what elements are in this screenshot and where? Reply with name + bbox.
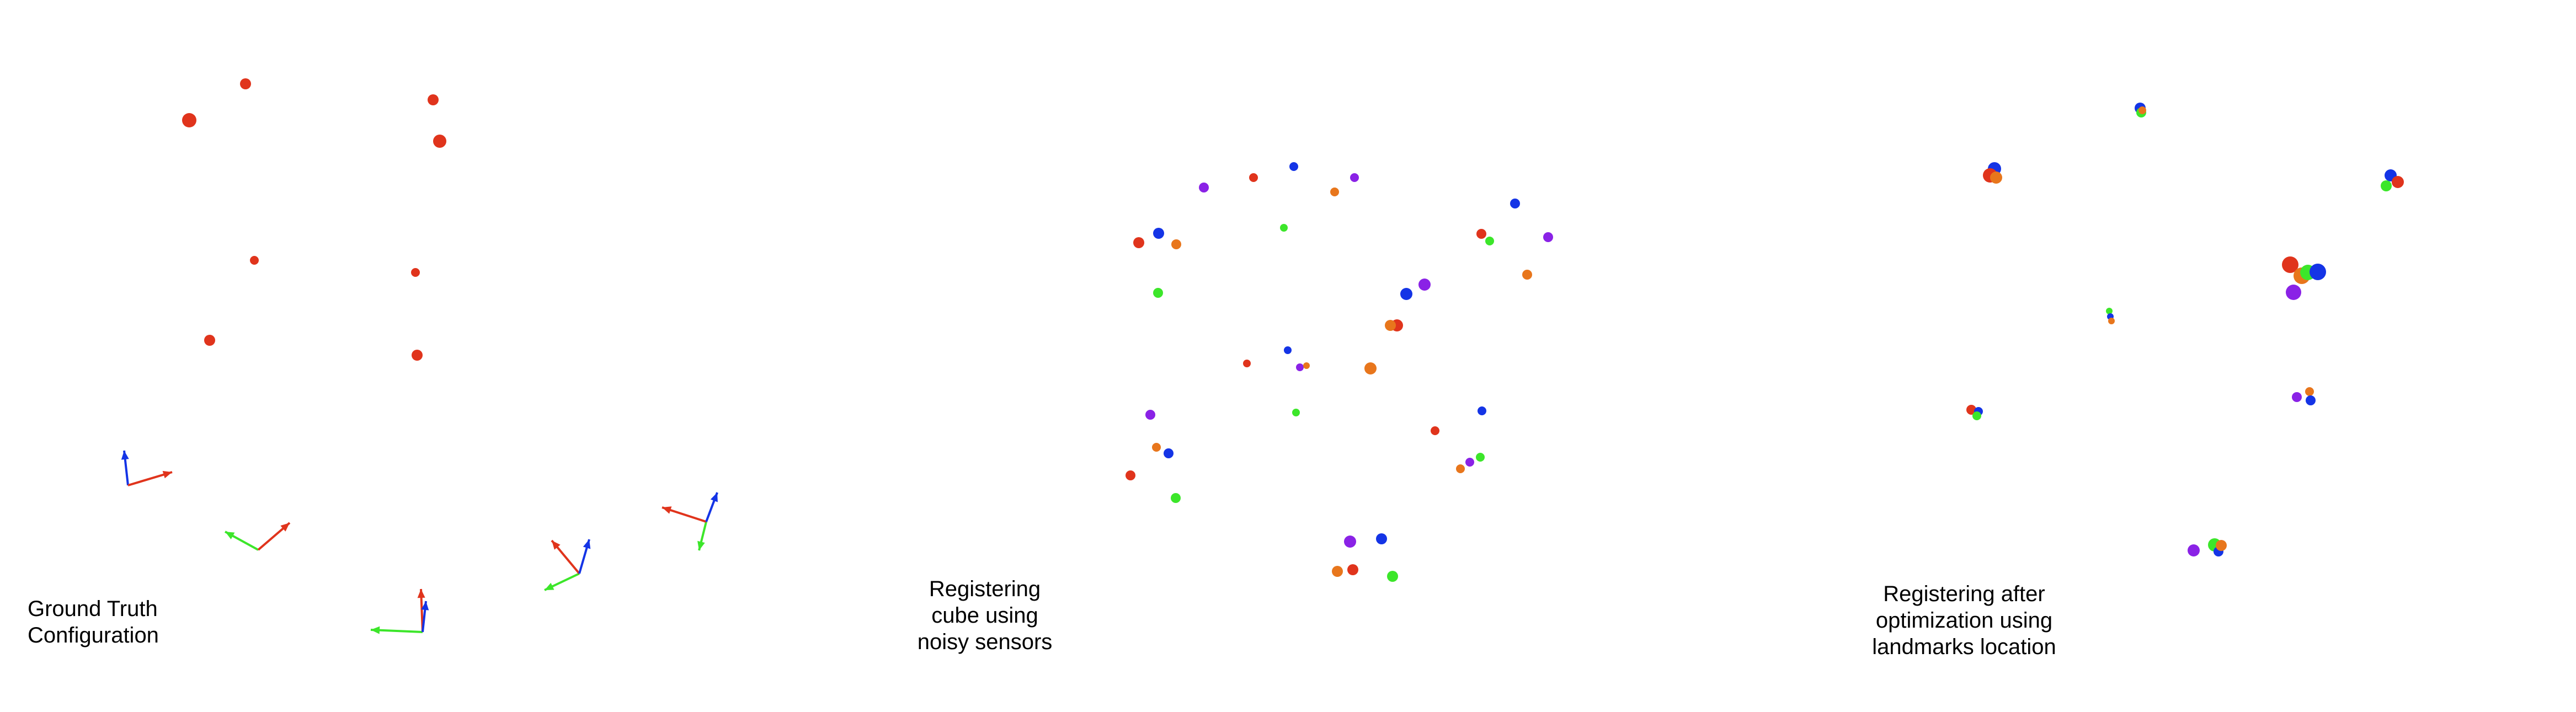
landmark-dot — [1126, 470, 1135, 480]
landmark-dot — [2305, 387, 2314, 396]
camera-axis-arrow — [662, 506, 707, 523]
landmark-dot — [1292, 409, 1300, 416]
landmark-dot — [2286, 285, 2301, 300]
landmark-dot — [2138, 106, 2146, 114]
landmark-dot — [1543, 232, 1553, 242]
landmark-dot — [1966, 405, 1976, 415]
landmark-dot — [1153, 288, 1163, 298]
landmark-dot — [1171, 239, 1181, 249]
landmark-dot — [1153, 228, 1164, 239]
camera-axis-arrow — [544, 572, 580, 591]
camera-axis-arrow — [370, 626, 423, 634]
landmark-dot — [2188, 544, 2200, 556]
landmark-dot — [1347, 564, 1358, 575]
camera-axis-arrow — [705, 492, 718, 522]
landmark-dot — [1350, 173, 1359, 182]
landmark-dot — [1164, 448, 1174, 458]
landmark-dot — [240, 78, 251, 89]
landmark-dot — [411, 268, 420, 277]
landmark-dot — [1385, 320, 1396, 331]
camera-axis-arrow — [551, 539, 580, 575]
landmark-dot — [1280, 224, 1288, 232]
camera-axis-arrow — [421, 601, 429, 633]
landmark-dot — [1478, 406, 1486, 415]
landmark-dot — [2292, 392, 2302, 402]
landmark-dot — [2310, 264, 2326, 280]
landmark-dot — [428, 94, 439, 105]
landmark-dot — [1990, 172, 2002, 184]
landmark-dot — [1456, 464, 1465, 473]
landmark-dot — [2282, 256, 2298, 273]
landmark-dot — [1510, 199, 1520, 208]
landmark-dot — [1364, 362, 1377, 374]
camera-axis-arrow — [225, 531, 259, 551]
landmark-dot — [1171, 493, 1181, 503]
caption-ground-truth: Ground Truth Configuration — [28, 597, 159, 647]
camera-axis-arrow — [578, 539, 591, 574]
landmark-dot — [1431, 426, 1439, 435]
landmark-dot — [1296, 363, 1304, 371]
caption-noisy-registration: Registering cube using noisy sensors — [917, 577, 1053, 654]
landmark-dot — [2392, 176, 2404, 188]
landmark-dot — [182, 113, 196, 127]
landmark-dot — [2381, 180, 2392, 191]
landmark-dot — [1387, 571, 1398, 582]
camera-axis-arrow — [257, 522, 291, 551]
landmark-dot — [1522, 270, 1532, 280]
landmark-dot — [1330, 188, 1339, 196]
landmark-dot — [1465, 458, 1474, 467]
landmark-dot — [2216, 540, 2227, 551]
landmark-dot — [1418, 279, 1431, 291]
landmark-dot — [1249, 173, 1258, 182]
landmark-dot — [2106, 308, 2113, 314]
landmark-dot — [1199, 183, 1209, 192]
landmark-dot — [1344, 536, 1356, 548]
camera-axis-arrow — [697, 521, 707, 551]
landmark-dot — [1476, 453, 1485, 462]
caption-optimized-registration: Registering after optimization using lan… — [1872, 582, 2056, 659]
landmark-dot — [1485, 237, 1494, 245]
landmark-dot — [1376, 533, 1387, 544]
landmark-dot — [250, 256, 259, 265]
landmark-dot — [204, 335, 215, 346]
landmark-dot — [1145, 410, 1155, 420]
landmark-dot — [1284, 346, 1292, 354]
landmark-dot — [1133, 237, 1144, 248]
landmark-dot — [412, 350, 423, 361]
landmark-dot — [1152, 443, 1161, 452]
landmark-dot — [2108, 318, 2115, 324]
landmark-dot — [433, 135, 446, 148]
panel-optimized-registration — [1966, 103, 2404, 556]
panel-ground-truth — [121, 78, 718, 634]
camera-axis-arrow — [121, 450, 129, 486]
landmark-dot — [1303, 362, 1310, 369]
landmark-dot — [1476, 229, 1486, 239]
landmark-dot — [2306, 395, 2316, 405]
landmark-dot — [1289, 162, 1298, 171]
landmark-dot — [1332, 566, 1343, 577]
panel-noisy-registration — [1126, 162, 1553, 582]
landmark-dot — [1972, 411, 1981, 420]
landmark-dot — [1400, 288, 1412, 300]
landmark-dot — [1243, 360, 1251, 367]
camera-axis-arrow — [127, 470, 173, 486]
